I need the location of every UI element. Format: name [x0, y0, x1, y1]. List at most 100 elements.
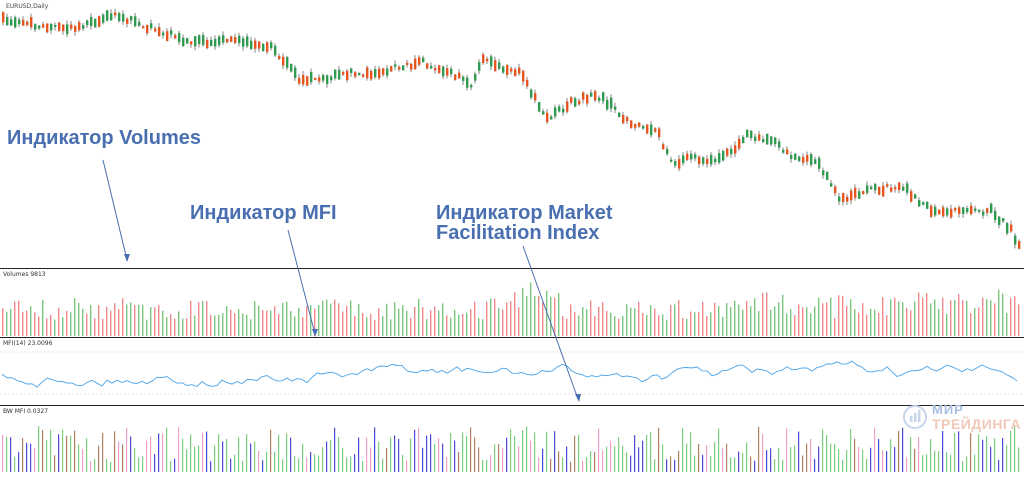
bwmfi-bar [630, 455, 632, 472]
bwmfi-bar [462, 432, 464, 472]
volume-bar [914, 301, 916, 336]
candle-body [594, 91, 597, 101]
candle-body [426, 63, 429, 69]
bwmfi-bar [646, 434, 648, 472]
bwmfi-bar [946, 452, 948, 472]
candle-body [970, 205, 973, 215]
bwmfi-bar [122, 444, 124, 472]
volume-bar [334, 299, 336, 336]
bwmfi-bar [50, 429, 52, 472]
candle-body [770, 136, 773, 145]
candle-body [974, 208, 977, 212]
candle-body [670, 159, 673, 162]
bwmfi-bar [78, 444, 80, 472]
volume-bar [694, 312, 696, 336]
bwmfi-bar [62, 429, 64, 472]
bwmfi-bar [510, 429, 512, 472]
volume-bar [622, 316, 624, 336]
candle-body [458, 72, 461, 79]
volume-bar [686, 319, 688, 336]
bwmfi-bar [662, 444, 664, 472]
candle-body [306, 76, 309, 86]
candle-body [902, 186, 905, 191]
volume-bar [118, 309, 120, 336]
volume-bar [438, 310, 440, 336]
bwmfi-bar [686, 443, 688, 472]
symbol-label: EURUSD,Daily [6, 3, 49, 10]
bwmfi-bar [350, 456, 352, 472]
volume-bar [74, 298, 76, 336]
volume-bar [718, 306, 720, 336]
bwmfi-bar [346, 457, 348, 472]
bwmfi-bar [786, 428, 788, 472]
bwmfi-bar [378, 441, 380, 472]
volume-bar [122, 298, 124, 336]
bwmfi-bar [430, 434, 432, 472]
candle-body [846, 196, 849, 202]
bwmfi-bar [426, 435, 428, 472]
bwmfi-bar [94, 458, 96, 472]
volume-bar [494, 298, 496, 336]
volume-bar [278, 314, 280, 336]
candle-body [170, 30, 173, 35]
bwmfi-bar [890, 439, 892, 472]
candle-body [898, 182, 901, 191]
candle-body [818, 157, 821, 169]
volume-bar [758, 310, 760, 336]
volume-bar [362, 312, 364, 336]
volume-bar [654, 308, 656, 336]
bwmfi-bar [666, 459, 668, 472]
bwmfi-bar [190, 434, 192, 472]
candle-body [690, 153, 693, 160]
bwmfi-bar [286, 433, 288, 472]
bwmfi-bar [6, 436, 8, 472]
bwmfi-bar [726, 443, 728, 472]
volume-bar [42, 299, 44, 336]
volume-bar [770, 309, 772, 336]
bwmfi-bar [522, 430, 524, 472]
volume-bar [182, 318, 184, 336]
candle-body [934, 206, 937, 216]
volume-bar [682, 317, 684, 336]
bwmfi-bar [174, 458, 176, 472]
volume-bar [354, 315, 356, 336]
bwmfi-bar [1014, 426, 1016, 472]
volume-bar [322, 300, 324, 336]
bwmfi-bar [206, 431, 208, 472]
bwmfi-bar [438, 438, 440, 472]
bwmfi-bar [506, 437, 508, 472]
candle-body [986, 208, 989, 213]
candle-body [1014, 235, 1017, 245]
bwmfi-bar [10, 437, 12, 472]
candle-body [538, 102, 541, 112]
candle-body [498, 62, 501, 69]
candle-body [58, 22, 61, 31]
volume-bar [526, 295, 528, 336]
volume-bar [1010, 297, 1012, 336]
bwmfi-bar [274, 451, 276, 472]
volume-bar [218, 314, 220, 336]
volume-bar [634, 308, 636, 336]
bwmfi-bar [290, 437, 292, 472]
arrow-mfi-head [312, 329, 318, 337]
bwmfi-bar [694, 455, 696, 472]
bwmfi-bar [310, 452, 312, 472]
candle-body [866, 185, 869, 193]
bwmfi-bar [186, 449, 188, 472]
candle-body [850, 190, 853, 201]
volume-bar [262, 310, 264, 336]
candle-body [578, 100, 581, 105]
bwmfi-bar [14, 456, 16, 472]
volume-bar [902, 302, 904, 336]
volume-bar [706, 316, 708, 336]
bwmfi-bar [250, 443, 252, 472]
bwmfi-bar [586, 457, 588, 472]
volume-bar [670, 304, 672, 336]
bwmfi-bar [386, 448, 388, 472]
volume-bar [382, 315, 384, 336]
candle-body [466, 77, 469, 88]
bwmfi-bar [126, 427, 128, 472]
volume-bar [994, 303, 996, 336]
bwmfi-bar [810, 438, 812, 472]
